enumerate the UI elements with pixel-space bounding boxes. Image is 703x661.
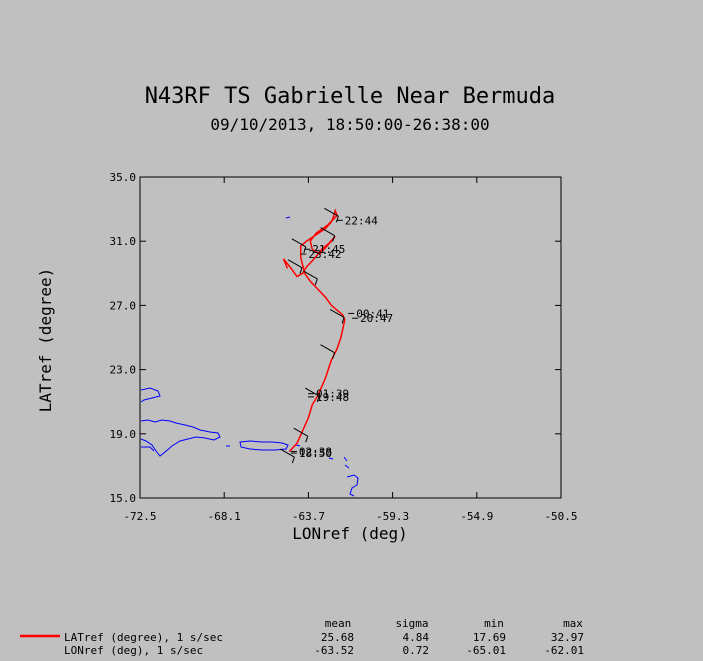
- stats-header-max: max: [563, 617, 583, 630]
- time-label: 21:45: [312, 243, 345, 256]
- stats-header-sigma: sigma: [395, 617, 428, 630]
- x-tick-label: -54.9: [460, 510, 493, 523]
- time-label: 23:42: [308, 248, 341, 261]
- stats-row-lat-mean: 25.68: [321, 631, 354, 644]
- y-tick-label: 19.0: [110, 428, 137, 441]
- chart-subtitle: 09/10/2013, 18:50:00-26:38:00: [210, 115, 489, 134]
- y-tick-label: 15.0: [110, 492, 137, 505]
- y-tick-label: 31.0: [110, 235, 137, 248]
- x-axis: -72.5 -68.1 -63.7 -59.3 -54.9 -50.5: [123, 177, 578, 523]
- wind-barb: [280, 448, 295, 464]
- plot-frame: [139, 176, 562, 499]
- time-label: 20:47: [360, 312, 393, 325]
- wind-barb: [320, 227, 336, 242]
- coastline-jamaica-edge: [141, 446, 155, 452]
- stats-row-lat-min: 17.69: [473, 631, 506, 644]
- coastlines: [140, 216, 359, 497]
- chart-title: N43RF TS Gabrielle Near Bermuda: [145, 84, 556, 109]
- y-tick-label: 23.0: [110, 364, 137, 377]
- wind-barb: [329, 308, 345, 324]
- x-axis-title: LONref (deg): [292, 524, 408, 543]
- stats-row-lat-max: 32.97: [551, 631, 584, 644]
- time-label: 02:38: [299, 445, 332, 458]
- stats-table: mean sigma min max LATref (degree), 1 s/…: [20, 617, 584, 657]
- stats-header-min: min: [484, 617, 504, 630]
- y-axis: 35.0 31.0 27.0 23.0 19.0 15.0: [110, 171, 561, 505]
- wind-barb: [291, 238, 307, 253]
- plot-border: [139, 176, 562, 499]
- wind-barb: [303, 270, 318, 286]
- y-tick-label: 35.0: [110, 171, 137, 184]
- stats-row-lon-min: -65.01: [466, 644, 506, 657]
- time-label: 00:41: [356, 307, 389, 320]
- x-tick-label: -68.1: [208, 510, 241, 523]
- wind-barb: [324, 207, 339, 223]
- coastline-puerto-rico: [239, 440, 289, 451]
- stats-row-lat-sigma: 4.84: [403, 631, 430, 644]
- coastline-cuba-edge: [140, 387, 161, 403]
- stats-row-lon-sigma: 0.72: [403, 644, 430, 657]
- time-label: 01:39: [316, 388, 349, 401]
- stats-header-mean: mean: [325, 617, 352, 630]
- x-tick-label: -50.5: [544, 510, 577, 523]
- stats-row-lon-label: LONref (deg), 1 s/sec: [64, 644, 203, 657]
- y-tick-label: 27.0: [110, 299, 137, 312]
- x-tick-label: -72.5: [123, 510, 156, 523]
- wind-barb: [320, 344, 336, 359]
- y-axis-title: LATref (degree): [36, 268, 55, 413]
- coastline-islands: [226, 216, 359, 497]
- time-label: 22:44: [345, 214, 378, 227]
- time-label: 19:48: [316, 391, 349, 404]
- wind-barbs: [280, 207, 345, 464]
- stats-row-lon-max: -62.01: [544, 644, 584, 657]
- wind-barb: [293, 427, 309, 443]
- time-label: 18:50: [299, 447, 332, 460]
- stats-row-lat-label: LATref (degree), 1 s/sec: [64, 631, 223, 644]
- coastline-hispaniola: [140, 419, 221, 457]
- stats-row-lon-mean: -63.52: [314, 644, 354, 657]
- wind-barb: [287, 259, 303, 274]
- x-tick-label: -63.7: [292, 510, 325, 523]
- x-tick-label: -59.3: [376, 510, 409, 523]
- wind-barb: [304, 387, 320, 403]
